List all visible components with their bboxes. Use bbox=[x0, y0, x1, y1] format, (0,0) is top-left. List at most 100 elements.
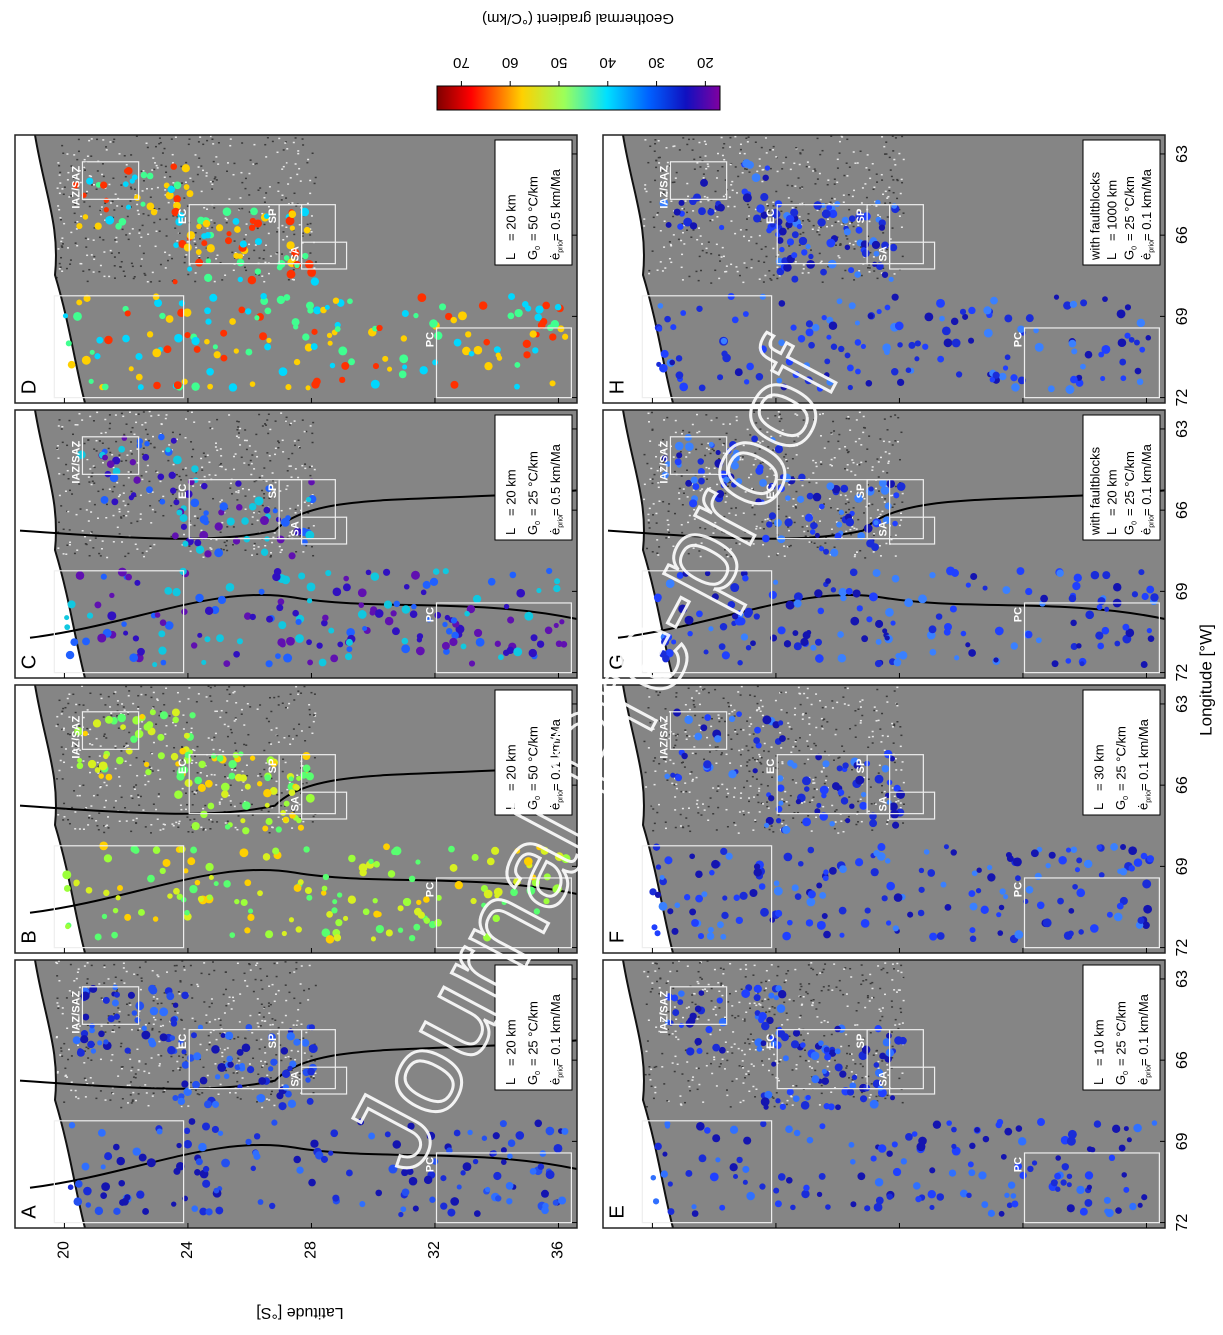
station-dot bbox=[918, 910, 925, 917]
relief-speckle bbox=[101, 174, 103, 176]
relief-speckle bbox=[214, 1019, 216, 1021]
relief-speckle bbox=[158, 208, 160, 210]
relief-speckle bbox=[884, 1098, 886, 1100]
station-dot bbox=[125, 310, 131, 316]
relief-speckle bbox=[744, 1020, 746, 1022]
relief-speckle bbox=[198, 141, 200, 143]
relief-speckle bbox=[650, 1069, 652, 1071]
relief-speckle bbox=[674, 1006, 676, 1008]
relief-speckle bbox=[236, 1072, 238, 1074]
relief-speckle bbox=[215, 156, 217, 158]
relief-speckle bbox=[132, 703, 134, 705]
relief-speckle bbox=[230, 729, 232, 731]
relief-speckle bbox=[179, 476, 181, 478]
relief-speckle bbox=[252, 1058, 254, 1060]
relief-speckle bbox=[261, 490, 263, 492]
relief-speckle bbox=[152, 157, 154, 159]
station-dot bbox=[308, 1179, 316, 1187]
relief-speckle bbox=[210, 701, 212, 703]
relief-speckle bbox=[147, 234, 149, 236]
station-dot bbox=[849, 1142, 855, 1148]
relief-speckle bbox=[856, 1010, 858, 1012]
station-dot bbox=[204, 636, 210, 642]
relief-speckle bbox=[219, 802, 221, 804]
relief-speckle bbox=[198, 166, 200, 168]
relief-speckle bbox=[66, 1028, 68, 1030]
relief-speckle bbox=[875, 1096, 877, 1098]
station-dot bbox=[790, 1205, 796, 1211]
relief-speckle bbox=[720, 983, 722, 985]
relief-speckle bbox=[715, 763, 717, 765]
relief-speckle bbox=[875, 803, 877, 805]
relief-speckle bbox=[891, 1031, 893, 1033]
station-dot bbox=[781, 1033, 789, 1041]
relief-speckle bbox=[122, 1098, 124, 1100]
station-dot bbox=[76, 223, 82, 229]
station-dot bbox=[370, 610, 376, 616]
relief-speckle bbox=[848, 1077, 850, 1079]
station-dot bbox=[234, 899, 239, 904]
station-dot bbox=[214, 1188, 220, 1194]
relief-speckle bbox=[213, 749, 215, 751]
relief-speckle bbox=[216, 419, 218, 421]
relief-speckle bbox=[186, 804, 188, 806]
relief-speckle bbox=[870, 517, 872, 519]
station-dot bbox=[823, 931, 831, 939]
relief-speckle bbox=[58, 209, 60, 211]
relief-speckle bbox=[881, 969, 883, 971]
relief-speckle bbox=[827, 989, 829, 991]
relief-speckle bbox=[132, 228, 134, 230]
station-dot bbox=[1068, 908, 1074, 914]
relief-speckle bbox=[748, 812, 750, 814]
relief-speckle bbox=[127, 511, 129, 513]
station-dot bbox=[258, 1199, 264, 1205]
station-dot bbox=[497, 355, 502, 360]
relief-speckle bbox=[224, 1049, 226, 1051]
relief-speckle bbox=[264, 545, 266, 547]
relief-speckle bbox=[774, 1106, 776, 1108]
station-dot bbox=[794, 1130, 800, 1136]
relief-speckle bbox=[827, 1066, 829, 1068]
relief-speckle bbox=[878, 490, 880, 492]
station-dot bbox=[200, 811, 207, 818]
station-dot bbox=[310, 1140, 318, 1148]
station-dot bbox=[554, 623, 559, 628]
relief-speckle bbox=[185, 467, 187, 469]
relief-speckle bbox=[297, 505, 299, 507]
relief-speckle bbox=[228, 198, 230, 200]
relief-speckle bbox=[252, 163, 254, 165]
relief-speckle bbox=[163, 824, 165, 826]
relief-speckle bbox=[261, 809, 263, 811]
relief-speckle bbox=[213, 970, 215, 972]
colorbar-tick-label: 60 bbox=[502, 54, 519, 71]
relief-speckle bbox=[60, 219, 62, 221]
map-panel: WCECSPSAPCIAZ/SAZL= 30 kmG0= 25 °C/kmėpr… bbox=[603, 685, 1165, 953]
relief-speckle bbox=[732, 1031, 734, 1033]
relief-speckle bbox=[270, 711, 272, 713]
relief-speckle bbox=[57, 445, 59, 447]
relief-speckle bbox=[113, 486, 115, 488]
station-dot bbox=[885, 858, 891, 864]
relief-speckle bbox=[759, 756, 761, 758]
relief-speckle bbox=[860, 722, 862, 724]
relief-speckle bbox=[821, 771, 823, 773]
station-dot bbox=[662, 1152, 667, 1157]
relief-speckle bbox=[149, 411, 151, 413]
relief-speckle bbox=[61, 428, 63, 430]
relief-speckle bbox=[884, 750, 886, 752]
relief-speckle bbox=[310, 425, 312, 427]
relief-speckle bbox=[71, 1081, 73, 1083]
relief-speckle bbox=[141, 424, 143, 426]
relief-speckle bbox=[255, 979, 257, 981]
station-dot bbox=[171, 1016, 177, 1022]
station-dot bbox=[99, 773, 104, 778]
relief-speckle bbox=[152, 706, 154, 708]
relief-speckle bbox=[123, 271, 125, 273]
relief-speckle bbox=[713, 1059, 715, 1061]
station-dot bbox=[391, 849, 397, 855]
relief-speckle bbox=[269, 832, 271, 834]
relief-speckle bbox=[894, 690, 896, 692]
relief-speckle bbox=[645, 1074, 647, 1076]
station-dot bbox=[887, 1193, 893, 1199]
relief-speckle bbox=[283, 737, 285, 739]
